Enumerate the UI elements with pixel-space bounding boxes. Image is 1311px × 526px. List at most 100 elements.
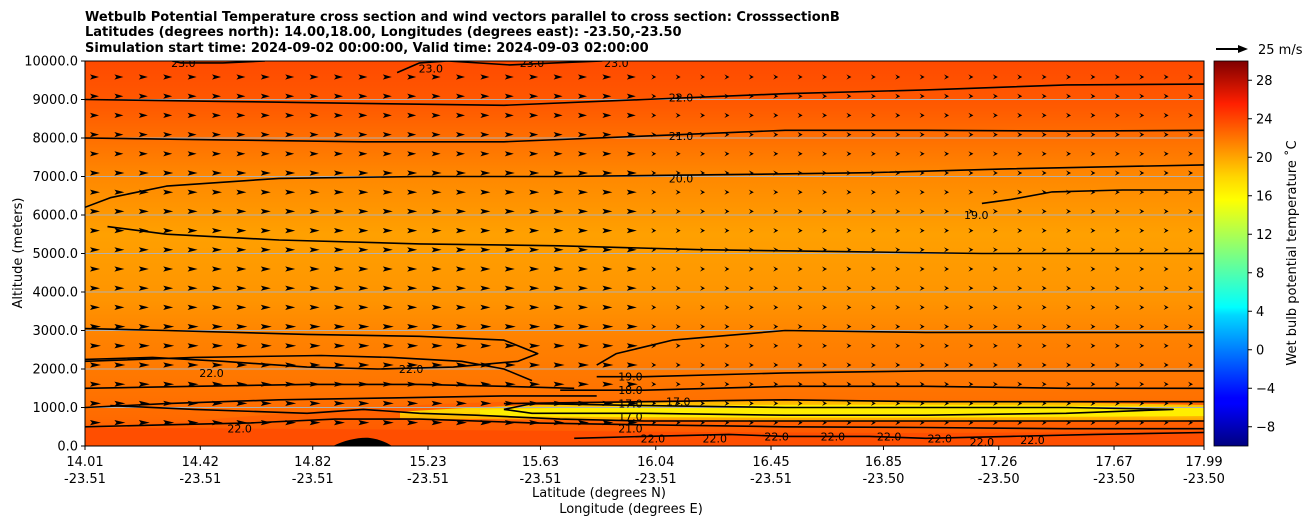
wind-vector-128 [236, 343, 248, 349]
wind-vector-353 [529, 285, 540, 291]
wind-vector-618 [870, 266, 876, 272]
wind-vector-408 [602, 247, 613, 253]
wind-vector-335 [504, 304, 515, 310]
wind-vector-468 [675, 304, 681, 310]
y-tick-label-1: 1000.0 [33, 401, 79, 416]
wind-vector-819 [1139, 112, 1145, 118]
wind-vector-35 [114, 381, 126, 387]
wind-vector-619 [870, 285, 876, 291]
wind-vector-667 [944, 112, 949, 118]
wind-vector-202 [334, 304, 344, 310]
contour-line-23-3 [396, 61, 603, 74]
wind-vector-108 [212, 324, 223, 330]
wind-vector-587 [822, 400, 827, 406]
wind-vector-706 [992, 132, 998, 138]
wind-vector-195 [334, 170, 344, 176]
wind-vector-323 [504, 74, 514, 80]
wind-vector-456 [675, 74, 681, 80]
wind-vector-665 [944, 74, 949, 80]
wind-vector-817 [1139, 74, 1145, 80]
wind-vector-792 [1090, 324, 1096, 330]
wind-vector-532 [773, 74, 779, 80]
wind-vector-542 [773, 266, 779, 272]
wind-vector-472 [675, 381, 681, 387]
wind-vector-411 [602, 304, 613, 310]
wind-vector-516 [748, 132, 754, 138]
wind-vector-501 [724, 208, 730, 214]
wind-vector-176 [309, 170, 320, 176]
wind-vector-131 [236, 400, 248, 406]
wind-vector-277 [431, 285, 442, 291]
wind-vector-350 [529, 228, 540, 234]
wind-vector-617 [870, 247, 876, 253]
wind-vector-245 [382, 400, 394, 406]
wind-vector-314 [480, 266, 491, 272]
wind-vector-814 [1114, 381, 1120, 387]
wind-vector-333 [504, 266, 515, 272]
wind-vector-823 [1139, 189, 1145, 195]
wind-vector-710 [992, 208, 998, 214]
wind-vector-847 [1163, 285, 1169, 291]
wind-vector-86 [187, 266, 198, 272]
wind-vector-268 [431, 112, 441, 118]
wind-vector-352 [529, 266, 540, 272]
wind-vector-821 [1139, 151, 1145, 157]
wind-vector-355 [529, 324, 541, 330]
wind-vector-750 [1041, 247, 1047, 253]
wind-vector-9 [90, 247, 100, 253]
wind-vector-182 [309, 285, 320, 291]
wind-vector-278 [431, 304, 442, 310]
contour-label-0-1: 22.0 [399, 363, 424, 376]
wind-vector-842 [1163, 189, 1169, 195]
wind-vector-308 [480, 151, 490, 157]
wind-vector-828 [1139, 285, 1145, 291]
wind-vector-330 [504, 208, 515, 214]
wind-vector-772 [1066, 304, 1071, 310]
wind-vector-620 [870, 304, 876, 310]
wind-vector-241 [382, 324, 394, 330]
wind-vector-75 [163, 420, 175, 426]
wind-vector-14 [90, 343, 101, 349]
wind-vector-502 [724, 228, 730, 234]
wind-vector-419 [626, 93, 636, 99]
wind-vector-479 [700, 151, 705, 157]
wind-vector-363 [553, 112, 563, 118]
wind-vector-840 [1163, 151, 1169, 157]
wind-vector-223 [358, 343, 370, 349]
wind-vector-343 [529, 93, 539, 99]
wind-vector-139 [260, 189, 271, 195]
wind-vector-650 [919, 151, 925, 157]
wind-vector-373 [553, 304, 564, 310]
x-tick-lon-label-8: -23.50 [978, 472, 1020, 487]
wind-vector-764 [1066, 151, 1071, 157]
wind-vector-32 [114, 324, 126, 330]
wind-vector-192 [334, 112, 343, 118]
wind-vector-432 [626, 343, 638, 349]
wind-vector-723 [1017, 93, 1023, 99]
wind-vector-855 [1188, 74, 1193, 80]
wind-vector-827 [1139, 266, 1145, 272]
colorbar: −8 −4 0 4 8 12 16 20 24 28 Wet bulb potential tem… [1213, 60, 1300, 447]
wind-vector-846 [1163, 266, 1169, 272]
wind-vector-3 [90, 132, 99, 138]
wind-vector-536 [773, 151, 779, 157]
wind-vector-546 [773, 343, 779, 349]
wind-vector-807 [1114, 247, 1120, 253]
wind-vector-670 [944, 170, 949, 176]
wind-vector-154 [285, 112, 295, 118]
wind-vector-198 [334, 228, 344, 234]
wind-vector-444 [651, 208, 657, 214]
wind-vector-276 [431, 266, 442, 272]
wind-vector-470 [675, 343, 681, 349]
wind-vector-331 [504, 228, 515, 234]
chart-title: Wetbulb Potential Temperature cross sect… [85, 10, 840, 56]
wind-vector-231 [382, 132, 392, 138]
y-tick-label-2: 2000.0 [33, 363, 79, 378]
wind-vector-66 [163, 247, 174, 253]
wind-vector-77 [187, 93, 197, 99]
wind-vector-221 [358, 304, 369, 310]
wind-vector-592 [846, 132, 852, 138]
wind-vector-271 [431, 170, 442, 176]
wind-vector-58 [163, 93, 173, 99]
